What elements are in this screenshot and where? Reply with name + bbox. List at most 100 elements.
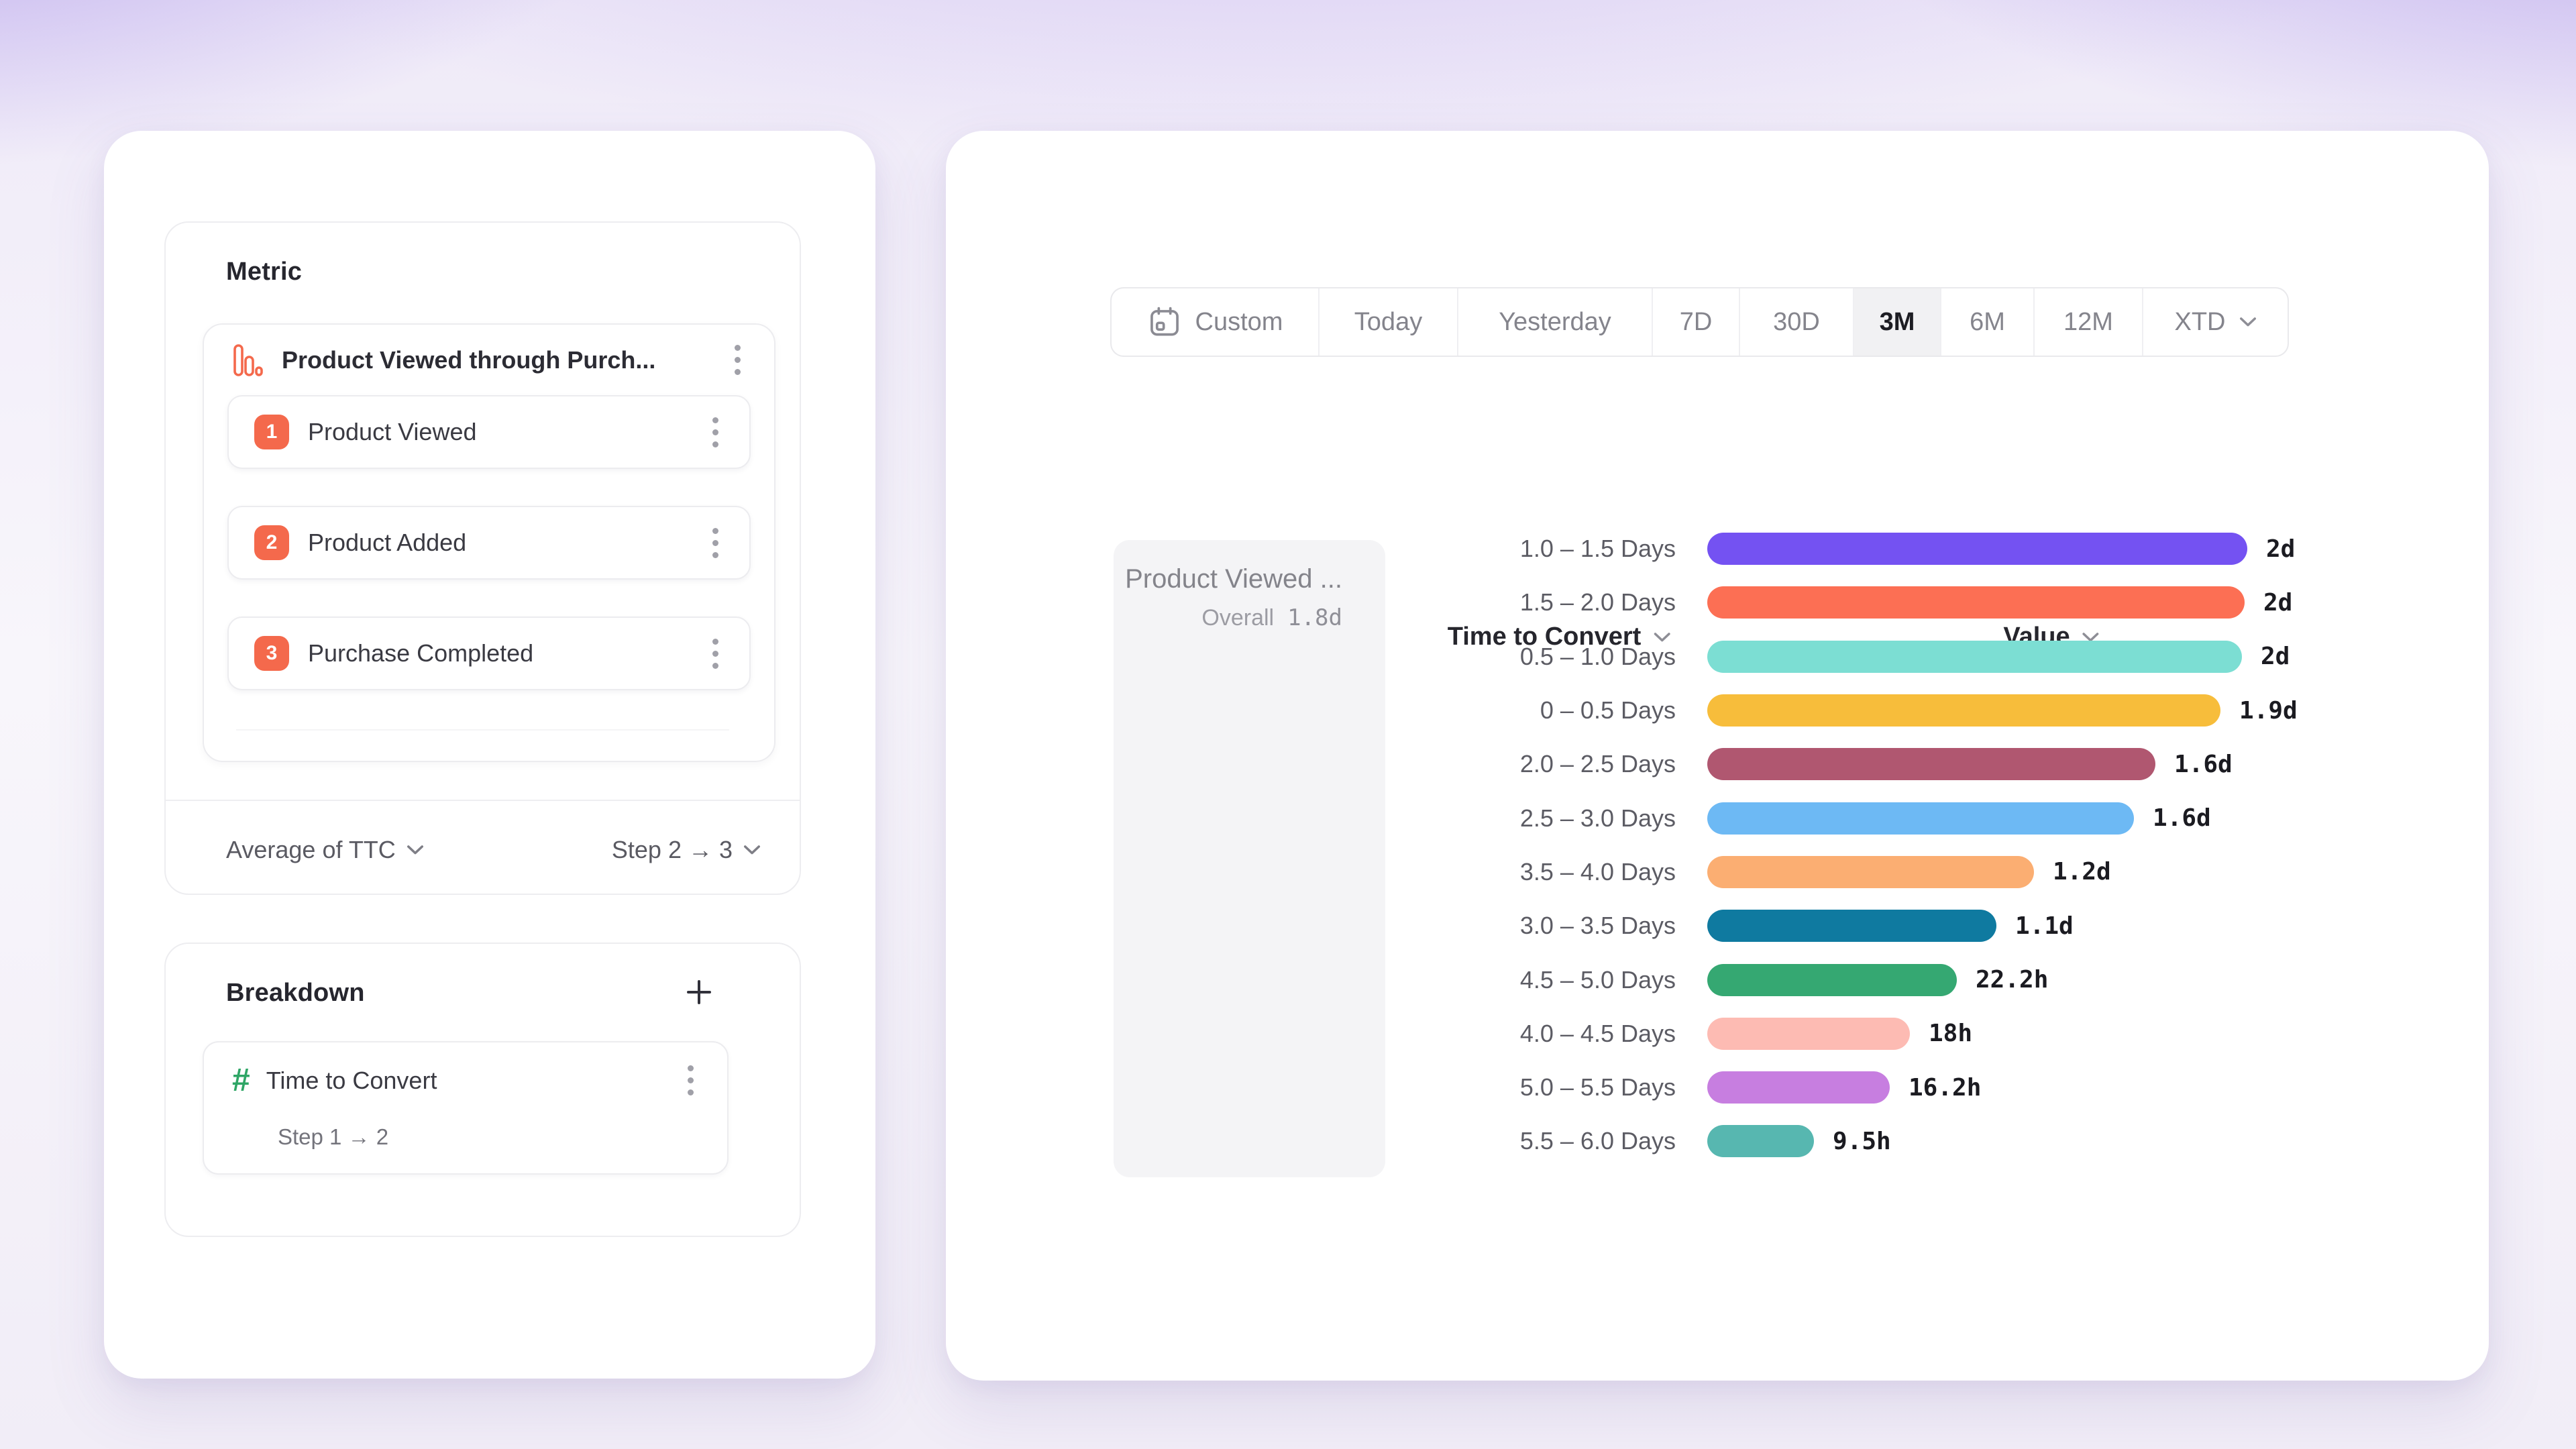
chevron-down-icon xyxy=(2082,632,2099,641)
value-bar[interactable] xyxy=(1707,533,2247,566)
metric-panel-title: Metric xyxy=(226,258,303,286)
value-bar[interactable] xyxy=(1707,694,2220,727)
step-kebab-icon[interactable] xyxy=(707,523,724,564)
funnel-metric-kebab-icon[interactable] xyxy=(729,339,746,380)
date-range-6m[interactable]: 6M xyxy=(1940,288,2033,356)
value-label: 1.1d xyxy=(2015,912,2074,940)
breakdown-panel-title: Breakdown xyxy=(226,979,365,1007)
date-range-label: 3M xyxy=(1879,307,1915,336)
date-range-label: Today xyxy=(1354,307,1423,336)
date-range-30d[interactable]: 30D xyxy=(1739,288,1853,356)
metric-panel: Metric Product Viewed through Purch... 1… xyxy=(164,221,801,895)
date-range-label: XTD xyxy=(2174,307,2226,336)
overall-label: Overall xyxy=(1201,605,1275,631)
value-bar[interactable] xyxy=(1707,1125,1814,1158)
date-range-label: 30D xyxy=(1773,307,1820,336)
funnel-group-name: Product Viewed ... xyxy=(1125,564,1342,594)
value-label: 18h xyxy=(1929,1020,1973,1048)
bucket-label: 3.0 – 3.5 Days xyxy=(1519,912,1676,940)
bucket-label: 3.5 – 4.0 Days xyxy=(1519,857,1676,885)
plus-icon xyxy=(687,980,711,1004)
bucket-label: 4.5 – 5.0 Days xyxy=(1519,965,1676,994)
value-label: 2d xyxy=(2266,535,2296,563)
chart-row: 4.5 – 5.0 Days 22.2h xyxy=(1387,953,2461,1006)
value-label: 2d xyxy=(2263,588,2293,616)
breakdown-item-label: Time to Convert xyxy=(266,1066,437,1094)
query-builder-card: Metric Product Viewed through Purch... 1… xyxy=(104,131,875,1379)
step-number-badge: 1 xyxy=(254,415,289,449)
date-range-today[interactable]: Today xyxy=(1318,288,1457,356)
step-label: Product Added xyxy=(308,529,467,556)
date-range-xtd[interactable]: XTD xyxy=(2142,288,2288,356)
step-number-badge: 2 xyxy=(254,525,289,560)
funnel-metric-card: Product Viewed through Purch... 1 Product… xyxy=(203,323,775,762)
chart-row: 3.5 – 4.0 Days 1.2d xyxy=(1387,845,2461,899)
value-bar[interactable] xyxy=(1707,586,2245,619)
date-range-custom[interactable]: Custom xyxy=(1112,288,1318,356)
date-range-label: 7D xyxy=(1679,307,1713,336)
breakdown-item-steps: Step 1 → 2 xyxy=(278,1124,389,1149)
metric-footer: Average of TTC Step 2 → 3 xyxy=(226,823,761,877)
date-range-label: Custom xyxy=(1195,307,1283,336)
value-label: 1.2d xyxy=(2053,858,2111,886)
value-bar[interactable] xyxy=(1707,748,2155,781)
date-range-12m[interactable]: 12M xyxy=(2033,288,2142,356)
step-range-dropdown[interactable]: Step 2 → 3 xyxy=(612,836,761,864)
value-bar[interactable] xyxy=(1707,855,2034,888)
breakdown-item-card[interactable]: # Time to Convert Step 1 → 2 xyxy=(203,1041,729,1175)
funnel-step-row[interactable]: 1 Product Viewed xyxy=(227,395,751,469)
bucket-label: 1.0 – 1.5 Days xyxy=(1519,535,1676,563)
bucket-label: 4.0 – 4.5 Days xyxy=(1519,1019,1676,1047)
value-bar[interactable] xyxy=(1707,1071,1890,1104)
bucket-label: 5.0 – 5.5 Days xyxy=(1519,1073,1676,1102)
funnel-step-row[interactable]: 2 Product Added xyxy=(227,506,751,580)
value-bar[interactable] xyxy=(1707,640,2242,673)
chart-row: 5.5 – 6.0 Days 9.5h xyxy=(1387,1114,2461,1168)
step-kebab-icon[interactable] xyxy=(707,633,724,674)
chart-rows: 1.0 – 1.5 Days 2d 1.5 – 2.0 Days 2d 0.5 – 1.… xyxy=(1387,522,2461,1169)
add-breakdown-button[interactable] xyxy=(683,976,715,1008)
chevron-down-icon xyxy=(407,845,423,855)
chart-row: 1.0 – 1.5 Days 2d xyxy=(1387,522,2461,576)
funnel-metric-header[interactable]: Product Viewed through Purch... xyxy=(204,325,774,395)
value-bar[interactable] xyxy=(1707,963,1957,996)
chart-row: 2.0 – 2.5 Days 1.6d xyxy=(1387,737,2461,791)
chart-row: 0.5 – 1.0 Days 2d xyxy=(1387,630,2461,684)
chevron-down-icon xyxy=(2239,317,2256,327)
date-range-3m[interactable]: 3M xyxy=(1853,288,1940,356)
chart-row: 5.0 – 5.5 Days 16.2h xyxy=(1387,1061,2461,1114)
date-range-label: 6M xyxy=(1970,307,2005,336)
value-bar[interactable] xyxy=(1707,910,1996,943)
chart-row: 1.5 – 2.0 Days 2d xyxy=(1387,576,2461,629)
value-label: 22.2h xyxy=(1976,966,2049,994)
chevron-down-icon xyxy=(744,845,760,855)
list-inset-divider xyxy=(236,729,729,731)
funnel-step-row[interactable]: 3 Purchase Completed xyxy=(227,616,751,690)
overall-value: 1.8d xyxy=(1287,604,1342,631)
column-header-time-to-convert[interactable]: Time to Convert xyxy=(1448,623,1671,651)
value-label: 1.6d xyxy=(2153,804,2211,833)
step-number-badge: 3 xyxy=(254,636,289,671)
aggregation-dropdown[interactable]: Average of TTC xyxy=(226,836,424,864)
chart-row: 0 – 0.5 Days 1.9d xyxy=(1387,684,2461,737)
step-kebab-icon[interactable] xyxy=(707,412,724,453)
date-range-yesterday[interactable]: Yesterday xyxy=(1457,288,1652,356)
value-bar[interactable] xyxy=(1707,1017,1910,1050)
bucket-label: 1.5 – 2.0 Days xyxy=(1519,588,1676,616)
value-label: 1.9d xyxy=(2239,696,2298,724)
bucket-label: 2.0 – 2.5 Days xyxy=(1519,750,1676,778)
value-label: 9.5h xyxy=(1833,1127,1891,1155)
date-range-toolbar: Custom Today Yesterday 7D 30D 3M 6M 12M XTD xyxy=(1110,287,2289,357)
breakdown-item-kebab-icon[interactable] xyxy=(682,1060,699,1101)
value-bar[interactable] xyxy=(1707,802,2134,835)
chevron-down-icon xyxy=(1654,632,1670,641)
bucket-label: 2.5 – 3.0 Days xyxy=(1519,804,1676,832)
bucket-label: 5.5 – 6.0 Days xyxy=(1519,1127,1676,1155)
funnel-group-cell[interactable]: Product Viewed ... Overall 1.8d xyxy=(1114,540,1385,1177)
calendar-icon xyxy=(1150,307,1179,336)
date-range-7d[interactable]: 7D xyxy=(1652,288,1739,356)
date-range-label: 12M xyxy=(2063,307,2113,336)
step-range-label: Step 2 → 3 xyxy=(611,836,733,863)
